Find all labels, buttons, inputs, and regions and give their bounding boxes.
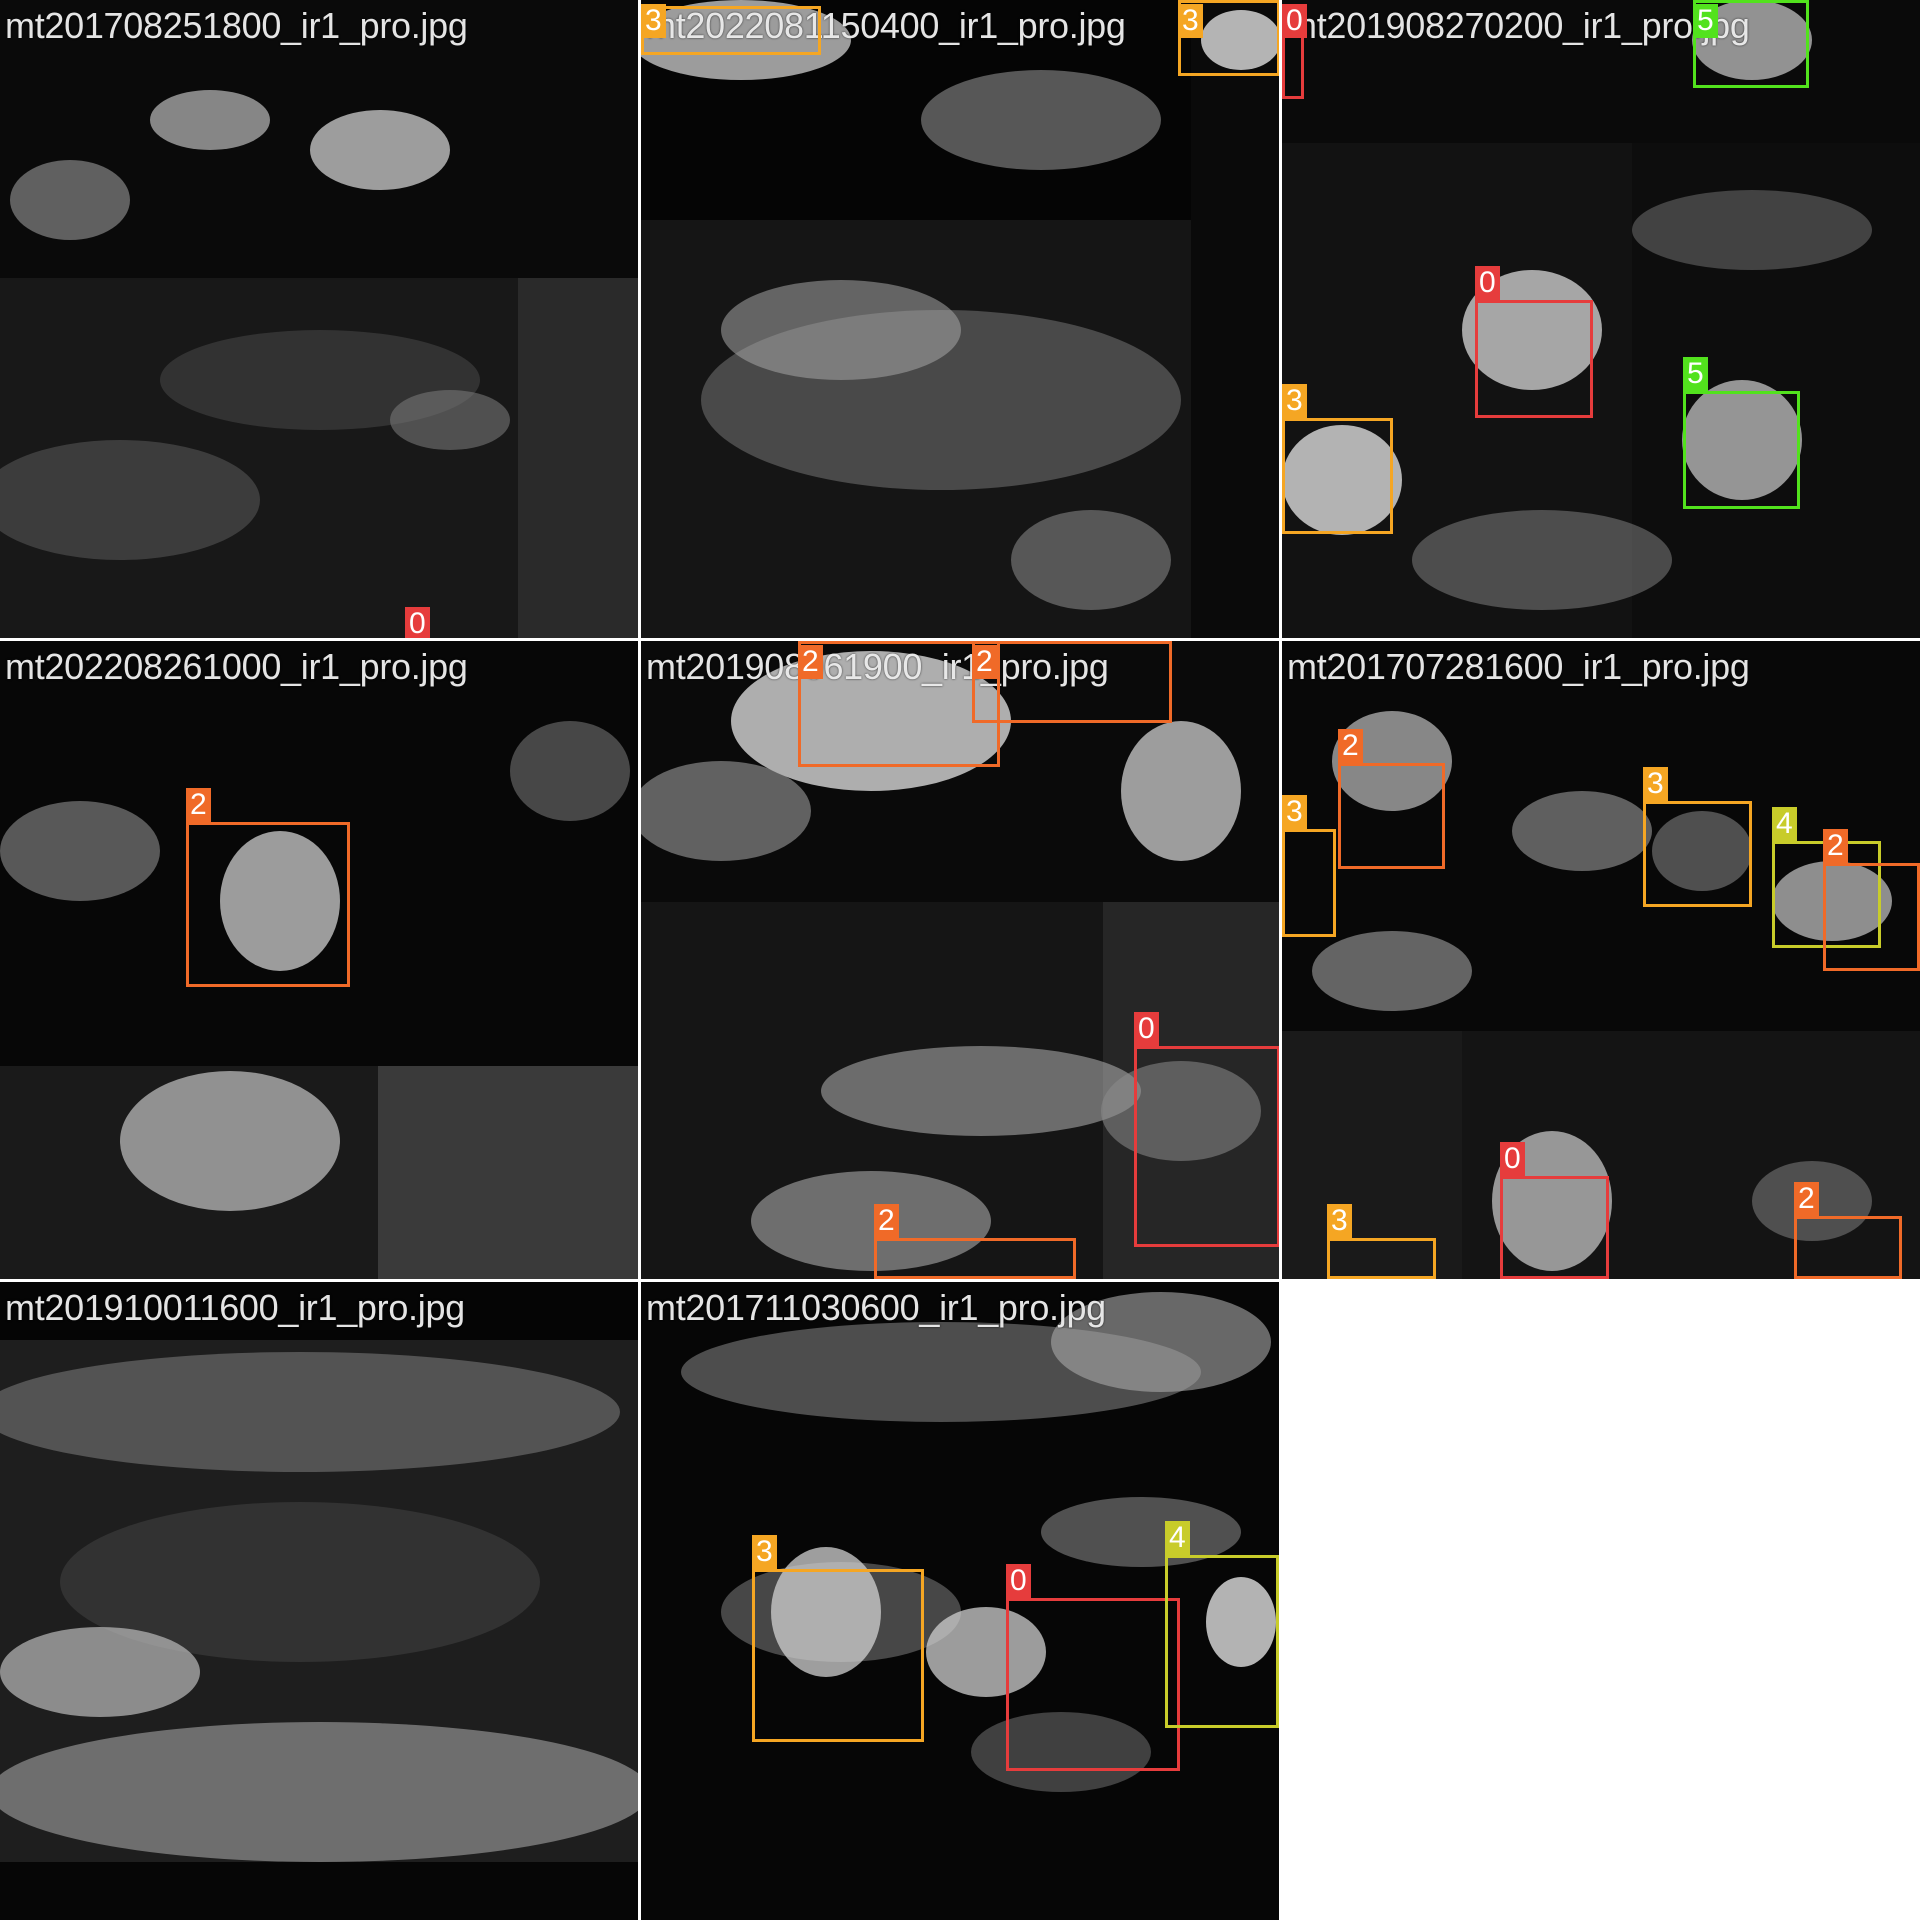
detection-box [972, 641, 1172, 723]
detection-box [1643, 801, 1752, 907]
satellite-image [641, 0, 1279, 638]
class-label: 3 [1178, 4, 1203, 38]
class-label: 3 [1282, 384, 1307, 418]
class-label: 0 [1500, 1142, 1525, 1176]
class-label: 0 [1282, 4, 1307, 38]
detection-box [1282, 829, 1336, 937]
image-tile-2: mt2022081150400_ir1_pro.jpg 3 3 [641, 0, 1279, 638]
class-label: 4 [1165, 1521, 1190, 1555]
empty-cell [1282, 1282, 1920, 1920]
class-label: 2 [874, 1204, 899, 1238]
class-label: 0 [1006, 1564, 1031, 1598]
detection-box [1178, 0, 1279, 76]
class-label: 4 [1772, 807, 1797, 841]
class-label: 3 [641, 4, 666, 38]
class-label: 5 [1693, 4, 1718, 38]
satellite-image [1282, 0, 1920, 638]
detection-box [1683, 391, 1800, 509]
image-tile-6: mt201707281600_ir1_pro.jpg 2 3 3 4 2 0 3… [1282, 641, 1920, 1279]
image-tile-4: mt202208261000_ir1_pro.jpg 2 [0, 641, 638, 1279]
satellite-image [1282, 641, 1920, 1279]
image-tile-8: mt201711030600_ir1_pro.jpg 3 0 4 [641, 1282, 1279, 1920]
image-filename: mt201707281600_ir1_pro.jpg [1287, 646, 1750, 687]
detection-box [752, 1569, 924, 1742]
class-label: 0 [405, 607, 430, 638]
detection-box [798, 641, 1000, 767]
image-filename: mt201708251800_ir1_pro.jpg [5, 5, 468, 46]
detection-box [1338, 763, 1445, 869]
detection-box [1134, 1046, 1279, 1247]
class-label: 2 [798, 645, 823, 679]
detection-box [1282, 418, 1393, 534]
detection-box [1823, 863, 1920, 971]
detection-box [874, 1238, 1076, 1279]
satellite-image [641, 641, 1279, 1279]
class-label: 0 [1134, 1012, 1159, 1046]
class-label: 2 [972, 645, 997, 679]
image-tile-7: mt201910011600_ir1_pro.jpg [0, 1282, 638, 1920]
detection-box [641, 6, 821, 55]
detection-box [1327, 1238, 1436, 1279]
satellite-image [0, 641, 638, 1279]
detection-box [1794, 1216, 1902, 1279]
class-label: 5 [1683, 357, 1708, 391]
detection-box [186, 822, 350, 987]
detection-box [1475, 300, 1593, 418]
satellite-image [0, 0, 638, 638]
satellite-image [641, 1282, 1279, 1920]
image-filename: mt201908270200_ir1_pro.jpg [1287, 5, 1750, 46]
image-filename: mt201711030600_ir1_pro.jpg [646, 1287, 1106, 1328]
image-filename: mt201908061900_ir1_pro.jpg [646, 646, 1109, 687]
class-label: 3 [1282, 795, 1307, 829]
satellite-image [0, 1282, 638, 1920]
class-label: 0 [1475, 266, 1500, 300]
class-label: 2 [1823, 829, 1848, 863]
class-label: 2 [1338, 729, 1363, 763]
detection-box [1693, 0, 1809, 88]
detection-box [1500, 1176, 1609, 1279]
detection-box [1165, 1555, 1279, 1728]
class-label: 3 [1327, 1204, 1352, 1238]
class-label: 2 [1794, 1182, 1819, 1216]
class-label: 3 [752, 1535, 777, 1569]
image-filename: mt201910011600_ir1_pro.jpg [5, 1287, 465, 1328]
class-label: 3 [1643, 767, 1668, 801]
image-filename: mt202208261000_ir1_pro.jpg [5, 646, 468, 687]
image-filename: mt2022081150400_ir1_pro.jpg [646, 5, 1126, 46]
class-label: 2 [186, 788, 211, 822]
detection-box [1006, 1598, 1180, 1771]
image-tile-1: mt201708251800_ir1_pro.jpg 0 [0, 0, 638, 638]
image-tile-5: mt201908061900_ir1_pro.jpg 2 2 0 2 [641, 641, 1279, 1279]
image-tile-3: mt201908270200_ir1_pro.jpg 0 5 0 3 5 [1282, 0, 1920, 638]
